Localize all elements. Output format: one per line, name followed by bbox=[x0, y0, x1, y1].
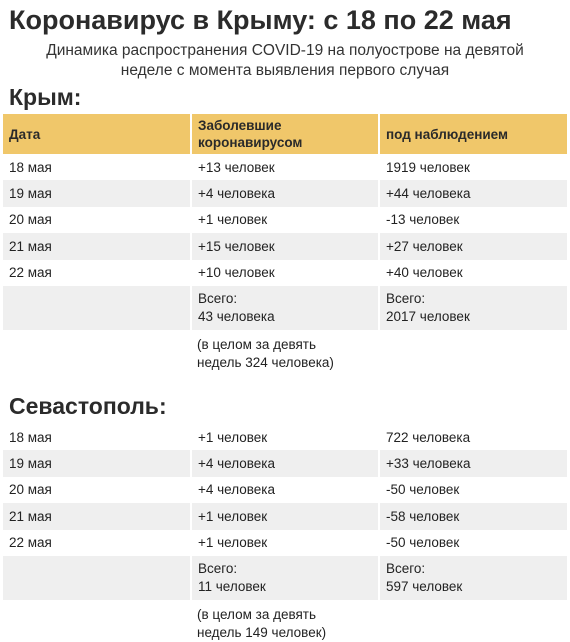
infected-cell: +4 человека bbox=[191, 476, 380, 504]
note-line-1: (в целом за девять bbox=[197, 606, 317, 622]
date-cell: 22 мая bbox=[3, 529, 192, 556]
total-infected-label: Всего: bbox=[198, 560, 238, 576]
infected-cell: +1 человек bbox=[191, 423, 380, 451]
date-cell: 21 мая bbox=[3, 233, 192, 260]
table-row: 21 мая +1 человек -58 человек bbox=[3, 503, 567, 530]
note-row: (в целом за девять недель 149 человек) bbox=[3, 599, 567, 642]
infected-column-header: Заболевшие коронавирусом bbox=[191, 114, 380, 154]
date-cell: 18 мая bbox=[3, 154, 192, 181]
infected-cell: +1 человек bbox=[191, 529, 380, 556]
observed-cell: +44 человека bbox=[379, 180, 567, 207]
table-row: 18 мая +1 человек 722 человека bbox=[3, 423, 567, 451]
date-cell: 20 мая bbox=[3, 206, 192, 234]
infected-cell: +4 человека bbox=[191, 450, 380, 477]
observed-cell: -13 человек bbox=[379, 206, 567, 234]
total-observed-label: Всего: bbox=[386, 290, 426, 306]
observed-cell: -50 человек bbox=[379, 529, 567, 556]
total-observed-cell: Всего: 2017 человек bbox=[379, 285, 567, 330]
infected-header-line-1: Заболевшие bbox=[198, 118, 282, 133]
observed-cell: -58 человек bbox=[379, 503, 567, 530]
sevastopol-section-title: Севастополь: bbox=[9, 392, 167, 419]
table-row: 22 мая +1 человек -50 человек bbox=[3, 529, 567, 556]
infected-header-line-2: коронавирусом bbox=[198, 135, 303, 150]
infected-cell: +4 человека bbox=[191, 180, 380, 207]
sevastopol-table: 18 мая +1 человек 722 человека 19 мая +4… bbox=[3, 423, 567, 642]
total-date-cell bbox=[3, 555, 192, 600]
table-row: 20 мая +4 человека -50 человек bbox=[3, 476, 567, 504]
total-infected-label: Всего: bbox=[198, 290, 238, 306]
subtitle-line-1: Динамика распространения COVID-19 на пол… bbox=[46, 42, 524, 59]
date-cell: 21 мая bbox=[3, 503, 192, 530]
total-infected-value: 43 человека bbox=[198, 308, 275, 324]
infected-cell: +1 человек bbox=[191, 206, 380, 234]
total-infected-cell: Всего: 43 человека bbox=[191, 285, 380, 330]
table-row: 21 мая +15 человек +27 человек bbox=[3, 233, 567, 260]
note-line-2: недель 149 человек) bbox=[197, 624, 327, 640]
krym-section-title: Крым: bbox=[9, 84, 82, 110]
observed-cell: +40 человек bbox=[379, 259, 567, 286]
date-cell: 19 мая bbox=[3, 450, 192, 477]
total-row: Всего: 11 человек Всего: 597 человек bbox=[3, 555, 567, 600]
total-date-cell bbox=[3, 285, 192, 330]
date-cell: 18 мая bbox=[3, 423, 192, 451]
total-observed-value: 597 человек bbox=[386, 578, 463, 594]
total-observed-label: Всего: bbox=[386, 560, 426, 576]
subtitle-line-2: неделе с момента выявления первого случа… bbox=[120, 62, 450, 79]
table-row: 18 мая +13 человек 1919 человек bbox=[3, 154, 567, 181]
observed-column-header: под наблюдением bbox=[379, 114, 567, 154]
table-row: 20 мая +1 человек -13 человек bbox=[3, 206, 567, 234]
krym-table: Дата Заболевшие коронавирусом под наблюд… bbox=[3, 114, 567, 372]
infected-cell: +10 человек bbox=[191, 259, 380, 286]
total-row: Всего: 43 человека Всего: 2017 человек bbox=[3, 285, 567, 330]
overall-note: (в целом за девять недель 324 человека) bbox=[191, 329, 379, 372]
page-subtitle: Динамика распространения COVID-19 на пол… bbox=[0, 41, 570, 81]
observed-cell: +27 человек bbox=[379, 233, 567, 260]
krym-table-header: Дата Заболевшие коронавирусом под наблюд… bbox=[3, 114, 567, 154]
date-column-header: Дата bbox=[3, 114, 192, 154]
observed-cell: 722 человека bbox=[379, 423, 567, 451]
total-infected-value: 11 человек bbox=[198, 578, 266, 594]
infected-cell: +13 человек bbox=[191, 154, 380, 181]
table-row: 19 мая +4 человека +33 человека bbox=[3, 450, 567, 477]
date-cell: 19 мая bbox=[3, 180, 192, 207]
total-observed-value: 2017 человек bbox=[386, 308, 470, 324]
note-row: (в целом за девять недель 324 человека) bbox=[3, 329, 567, 372]
total-observed-cell: Всего: 597 человек bbox=[379, 555, 567, 600]
table-row: 19 мая +4 человека +44 человека bbox=[3, 180, 567, 207]
date-cell: 22 мая bbox=[3, 259, 192, 286]
note-line-1: (в целом за девять bbox=[197, 336, 317, 352]
observed-cell: +33 человека bbox=[379, 450, 567, 477]
total-infected-cell: Всего: 11 человек bbox=[191, 555, 380, 600]
observed-cell: 1919 человек bbox=[379, 154, 567, 181]
date-cell: 20 мая bbox=[3, 476, 192, 504]
table-row: 22 мая +10 человек +40 человек bbox=[3, 259, 567, 286]
overall-note: (в целом за девять недель 149 человек) bbox=[191, 599, 379, 642]
observed-cell: -50 человек bbox=[379, 476, 567, 504]
infected-cell: +15 человек bbox=[191, 233, 380, 260]
infected-cell: +1 человек bbox=[191, 503, 380, 530]
note-line-2: недель 324 человека) bbox=[197, 354, 334, 370]
page-title: Коронавирус в Крыму: с 18 по 22 мая bbox=[9, 5, 512, 35]
